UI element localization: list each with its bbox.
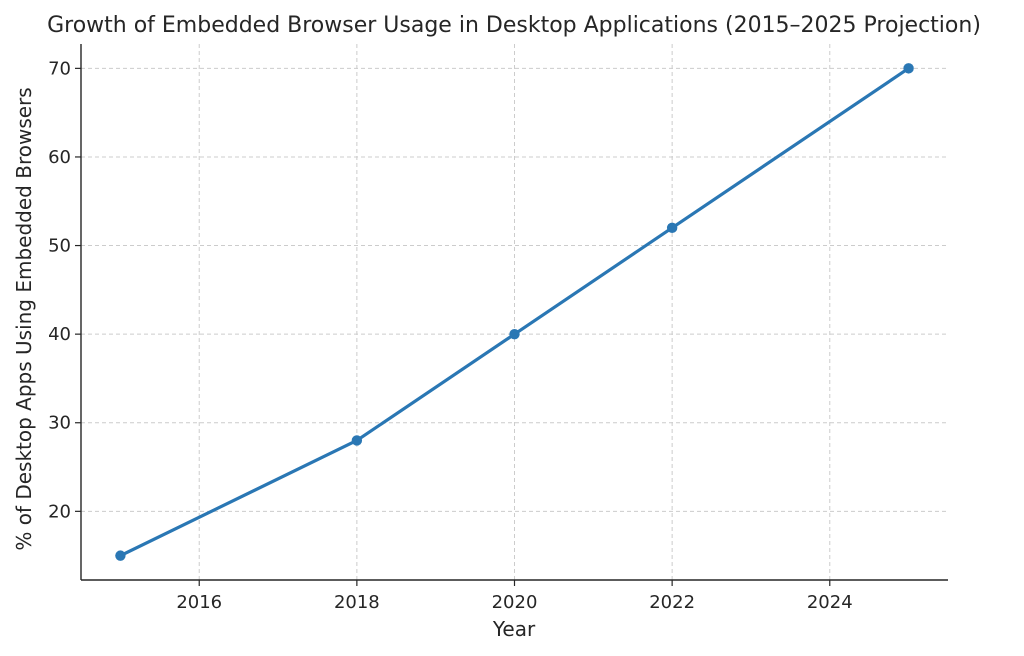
x-tick-label: 2024 [807, 592, 853, 613]
ticks: 2016 2018 2020 2022 2024 20 30 40 50 60 70 [48, 58, 853, 613]
y-tick-label: 70 [48, 58, 71, 79]
data-point [666, 222, 678, 234]
y-tick-label: 30 [48, 413, 71, 434]
data-point [351, 435, 363, 446]
data-point [509, 328, 520, 340]
data-point [903, 63, 914, 74]
chart-title: Growth of Embedded Browser Usage in Desk… [47, 13, 981, 38]
x-tick-label: 2018 [334, 592, 380, 613]
series [115, 63, 914, 561]
y-tick-label: 60 [48, 147, 71, 168]
y-tick-label: 50 [48, 236, 71, 257]
x-axis-label: Year [492, 617, 536, 641]
x-tick-label: 2022 [649, 592, 695, 613]
grid [81, 44, 948, 580]
x-tick-label: 2020 [492, 592, 538, 613]
y-axis-label: % of Desktop Apps Using Embedded Browser… [12, 87, 36, 550]
data-point [115, 550, 126, 561]
y-tick-label: 40 [48, 324, 71, 345]
y-tick-label: 20 [48, 501, 71, 522]
x-tick-label: 2016 [176, 592, 222, 613]
